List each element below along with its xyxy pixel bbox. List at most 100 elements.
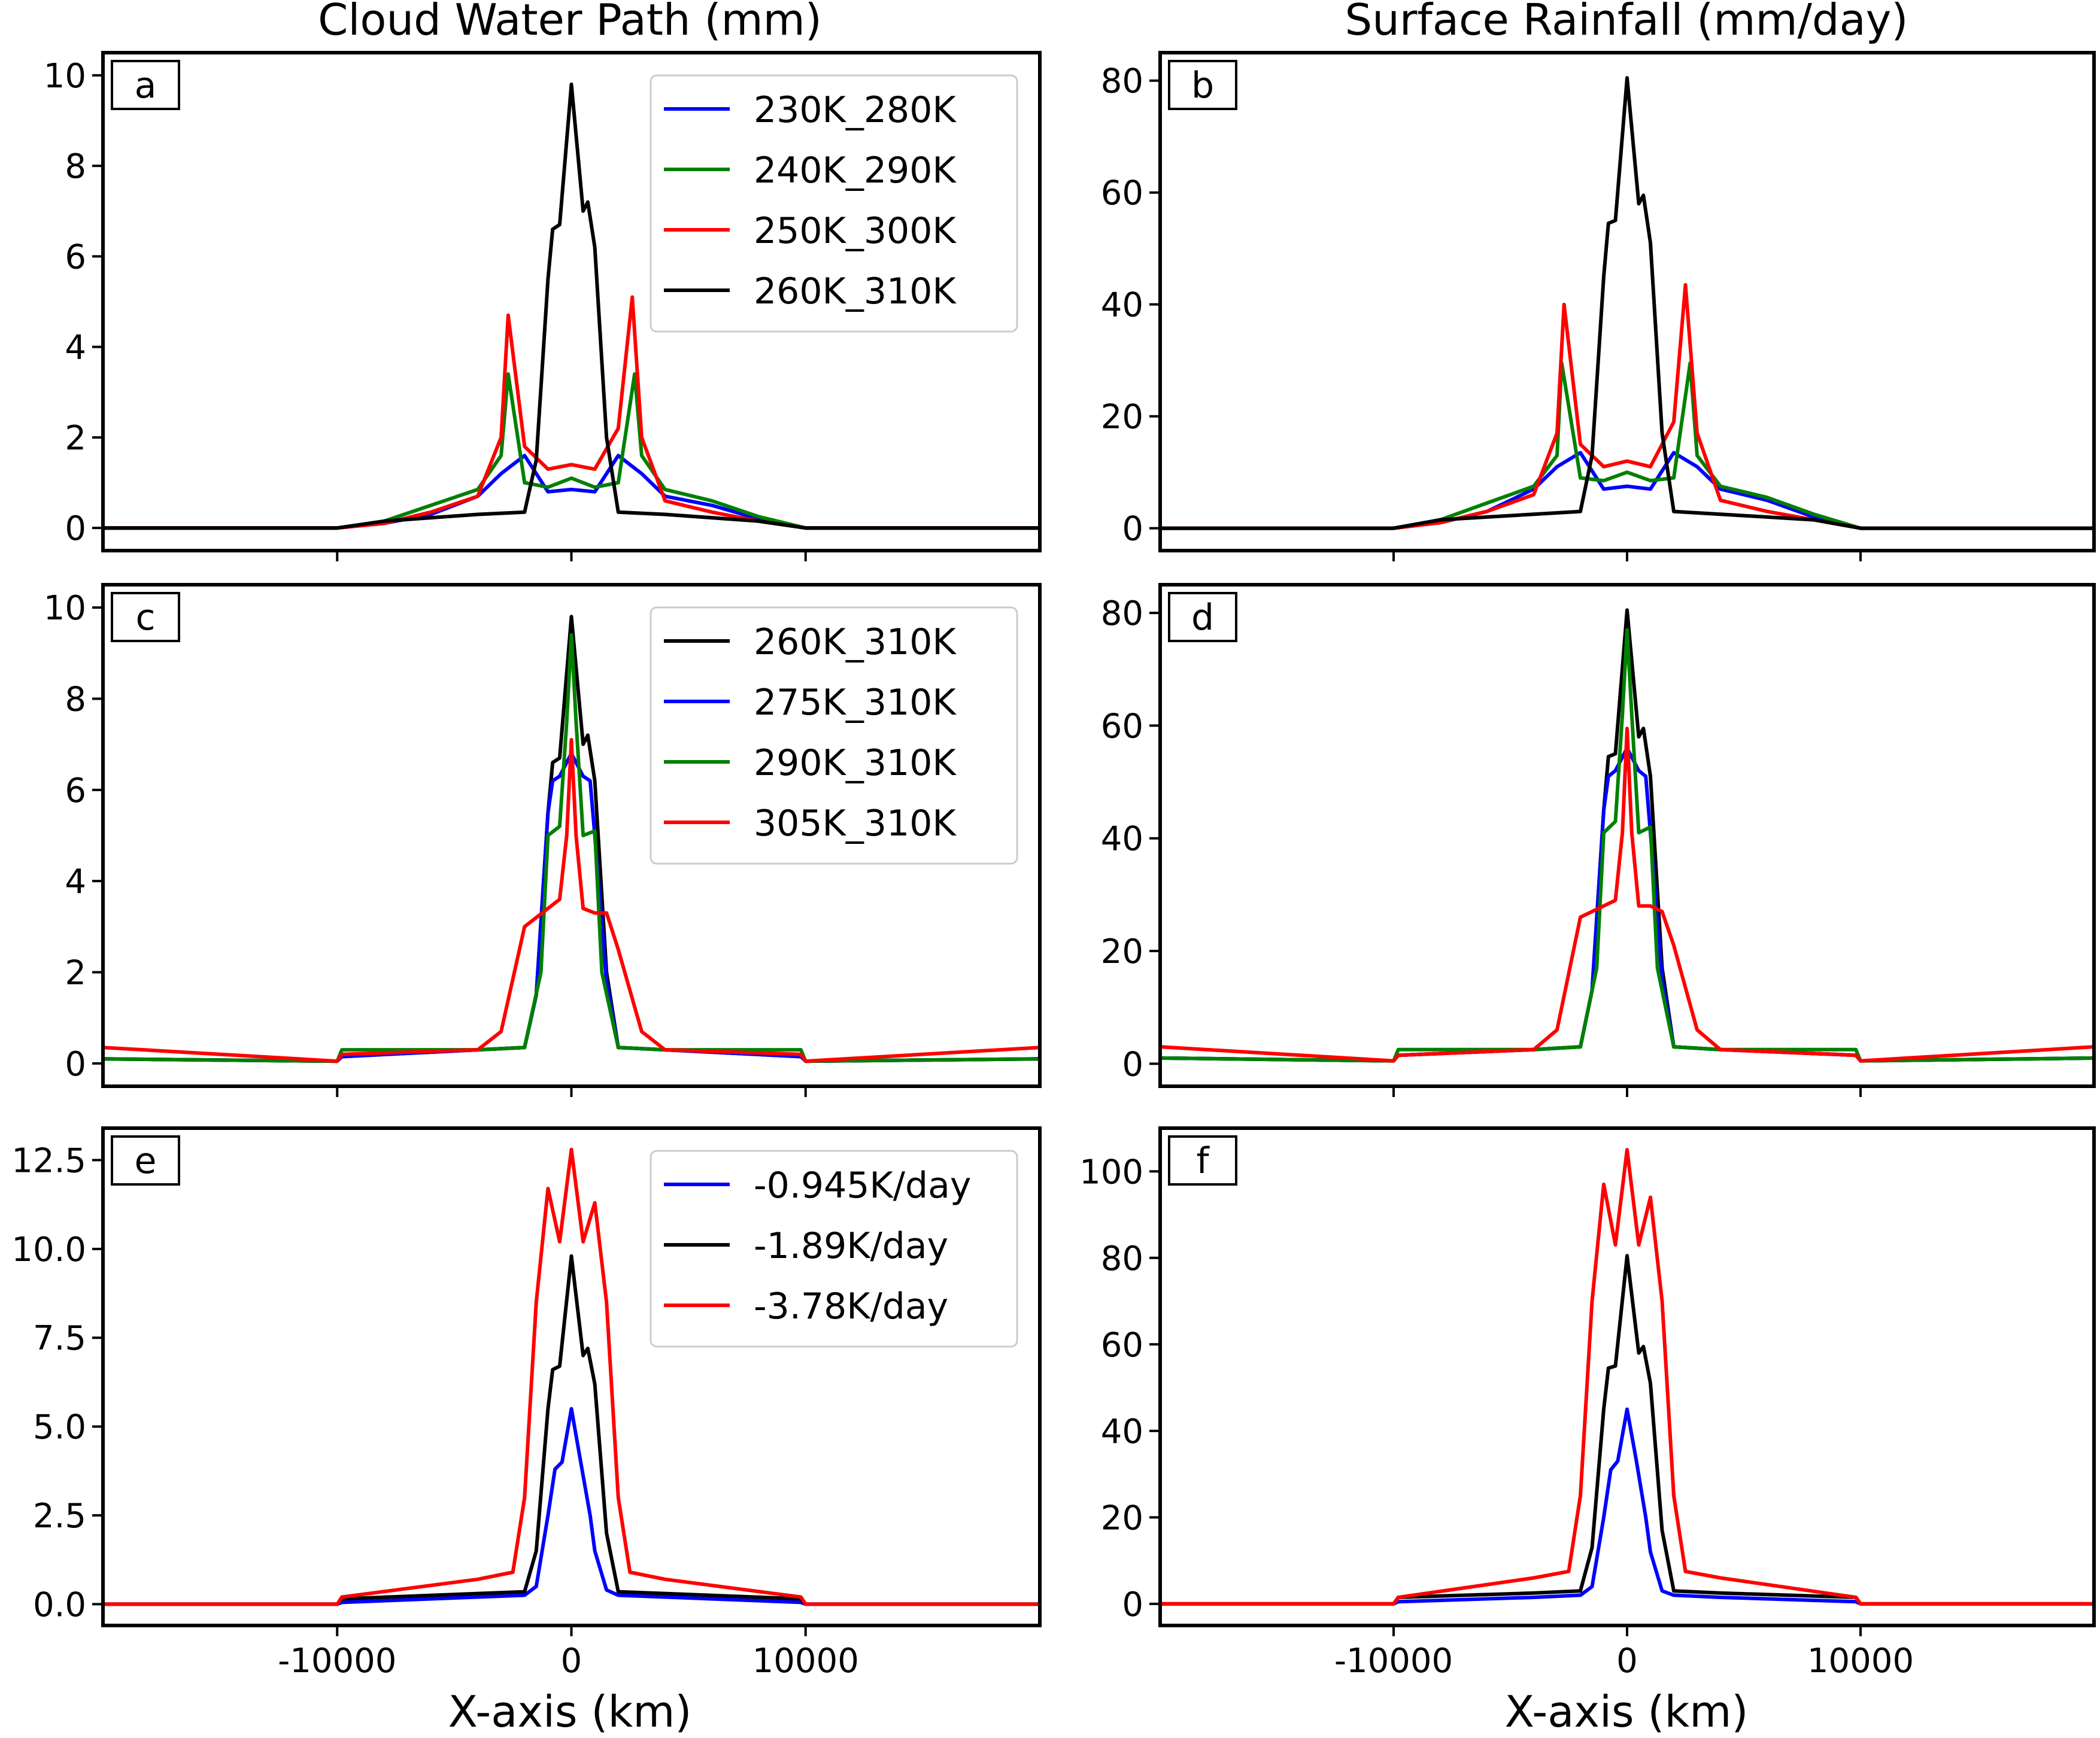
series-line-0 [1160, 1407, 2094, 1606]
panel-b: 0 20 40 60 80 b [1101, 51, 2096, 561]
series-group [103, 82, 1040, 530]
legend: 230K_280K 240K_290K 250K_300K 260K_310K [650, 74, 1018, 333]
series-group [1160, 76, 2094, 530]
x-tick-label: 10000 [1807, 1642, 1914, 1681]
y-tick-label: 60 [1101, 1326, 1143, 1365]
y-tick-label: 20 [1101, 398, 1143, 437]
y-tick-label: 80 [1101, 62, 1143, 101]
legend-label: 305K_310K [754, 803, 957, 844]
y-tick-label: 40 [1101, 820, 1143, 859]
panel-d: 0 20 40 60 80 d [1101, 583, 2096, 1097]
y-tick-label: 0 [1122, 510, 1143, 549]
y-tick-label: 40 [1101, 286, 1143, 325]
series-line-3 [1160, 76, 2094, 530]
series-group [1160, 608, 2094, 1063]
panel-letter: f [1196, 1140, 1210, 1182]
y-tick-label: 6 [65, 771, 86, 810]
panel-letter-box [1168, 60, 1237, 110]
legend-box [650, 606, 1018, 865]
panel-e: 0.0 2.5 5.0 7.5 10.0 12.5 -10000 0 10000 e -0.945K… [11, 1126, 1042, 1681]
x-axis-label-right: X-axis (km) [1505, 1687, 1749, 1737]
legend-label: -1.89K/day [754, 1225, 948, 1267]
y-tick-label: 10 [44, 589, 86, 628]
x-axis-label-left: X-axis (km) [448, 1687, 692, 1737]
panel-letter-box [111, 592, 180, 642]
legend: 260K_310K 275K_310K 290K_310K 305K_310K [650, 606, 1018, 865]
panel-c: 0 2 4 6 8 10 c 260K_310K 275K_310K 290K_310K 305K_… [44, 583, 1042, 1097]
y-tick-label: 20 [1101, 932, 1143, 971]
y-tick-label: 10.0 [11, 1230, 86, 1269]
panel-letter-box [111, 60, 180, 110]
y-tick-label: 0 [1122, 1585, 1143, 1624]
legend-label: 250K_300K [754, 210, 957, 252]
panel-letter: c [136, 597, 156, 639]
legend-label: 290K_310K [754, 742, 957, 784]
series-line-3 [1160, 727, 2094, 1063]
y-tick-label: 80 [1101, 1239, 1143, 1278]
y-tick-label: 5.0 [33, 1408, 86, 1447]
y-tick-label: 2 [65, 954, 86, 993]
column-title-right: Surface Rainfall (mm/day) [1345, 0, 1908, 45]
panel-letter: e [135, 1140, 157, 1182]
series-line-3 [103, 738, 1040, 1064]
panel-letter: d [1191, 597, 1214, 639]
series-group [1160, 1148, 2094, 1606]
x-tick-label: -10000 [1334, 1642, 1453, 1681]
panel-letter: b [1191, 65, 1214, 107]
legend-box [650, 1150, 1018, 1348]
y-tick-label: 12.5 [11, 1141, 86, 1180]
panel-letter-box [111, 1135, 180, 1186]
series-group [103, 615, 1040, 1064]
legend-label: 260K_310K [754, 271, 957, 312]
legend-label: 260K_310K [754, 621, 957, 663]
series-line-0 [103, 1406, 1040, 1606]
series-line-1 [1160, 1254, 2094, 1606]
y-tick-label: 2 [65, 419, 86, 458]
panel-letter: a [135, 65, 157, 107]
y-tick-label: 0.0 [33, 1585, 86, 1624]
series-group [103, 1147, 1040, 1606]
panels: 0 2 4 6 8 10 a 230K_280K 240K_290K 250K_300K 260K_… [11, 51, 2096, 1681]
x-tick-label: -10000 [278, 1642, 396, 1681]
y-tick-label: 4 [65, 862, 86, 901]
panel-letter-box [1168, 592, 1237, 642]
panel-f: 0 20 40 60 80 100 -10000 0 10000 f [1079, 1126, 2096, 1681]
y-tick-label: 10 [44, 57, 86, 96]
y-tick-label: 0 [1122, 1045, 1143, 1084]
y-tick-label: 100 [1079, 1153, 1143, 1192]
legend-label: 240K_290K [754, 150, 957, 192]
y-tick-label: 60 [1101, 707, 1143, 746]
panel-letter-box [1168, 1135, 1237, 1186]
legend-box [650, 74, 1018, 333]
series-line-3 [103, 82, 1040, 530]
y-tick-label: 4 [65, 329, 86, 367]
series-line-2 [1160, 283, 2094, 530]
y-tick-label: 40 [1101, 1412, 1143, 1451]
legend-label: -0.945K/day [754, 1165, 971, 1207]
y-tick-label: 6 [65, 238, 86, 276]
y-tick-label: 8 [65, 147, 86, 186]
x-tick-label: 10000 [752, 1642, 859, 1681]
panel-a: 0 2 4 6 8 10 a 230K_280K 240K_290K 250K_300K 260K_… [44, 51, 1042, 561]
y-tick-label: 80 [1101, 594, 1143, 633]
legend-label: 230K_280K [754, 89, 957, 131]
legend: -0.945K/day -1.89K/day -3.78K/day [650, 1150, 1018, 1348]
y-tick-label: 2.5 [33, 1497, 86, 1536]
series-line-2 [1160, 1148, 2094, 1606]
column-title-left: Cloud Water Path (mm) [318, 0, 822, 45]
y-tick-label: 60 [1101, 174, 1143, 213]
y-tick-label: 20 [1101, 1499, 1143, 1538]
y-tick-label: 8 [65, 680, 86, 719]
x-tick-label: 0 [1616, 1642, 1638, 1681]
series-line-2 [103, 1147, 1040, 1606]
series-line-1 [1160, 361, 2094, 530]
x-tick-label: 0 [561, 1642, 582, 1681]
series-line-2 [103, 295, 1040, 530]
series-line-1 [103, 1254, 1040, 1606]
legend-label: 275K_310K [754, 682, 957, 724]
y-tick-label: 0 [65, 1045, 86, 1084]
legend-label: -3.78K/day [754, 1286, 948, 1327]
y-tick-label: 0 [65, 509, 86, 548]
